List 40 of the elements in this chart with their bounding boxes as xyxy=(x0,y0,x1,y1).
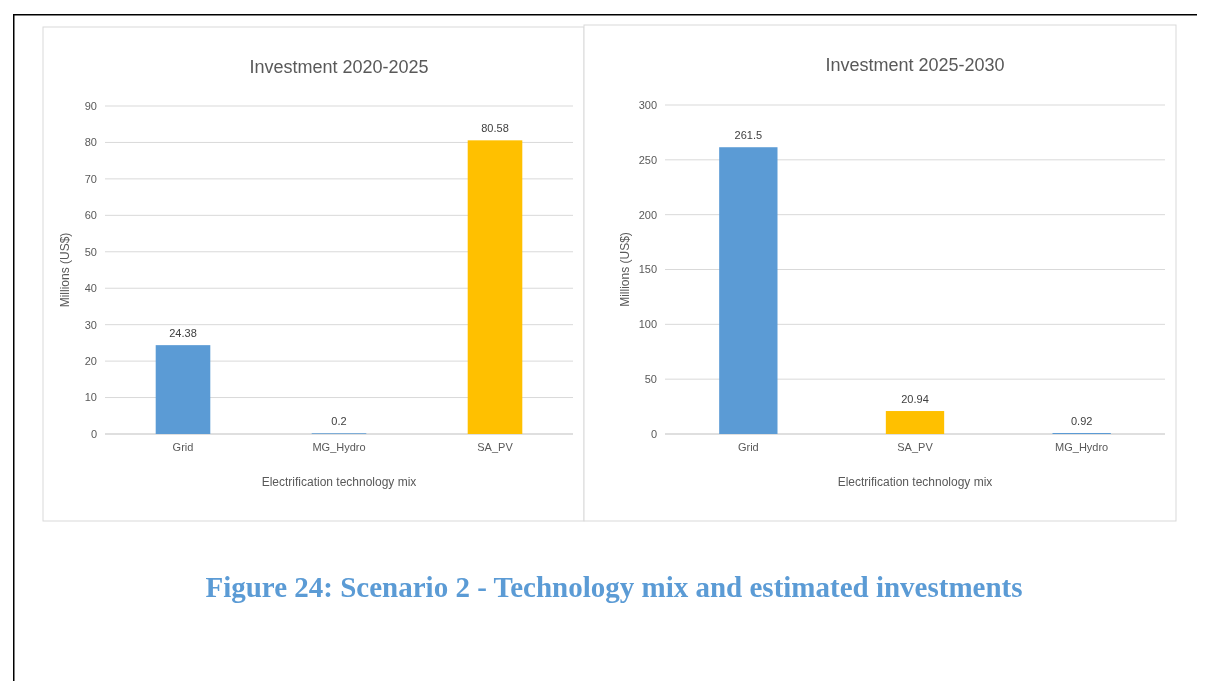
bar xyxy=(467,140,523,434)
x-tick-label: Grid xyxy=(737,441,759,453)
data-label: 261.5 xyxy=(734,129,763,142)
y-tick-label: 40 xyxy=(84,282,97,295)
y-tick-label: 200 xyxy=(638,208,657,221)
y-tick-label: 50 xyxy=(84,245,97,258)
y-tick-label: 10 xyxy=(84,391,97,404)
y-tick-label: 300 xyxy=(638,98,657,111)
y-tick-label: 100 xyxy=(638,318,657,331)
bar xyxy=(719,147,778,434)
y-tick-label: 80 xyxy=(84,136,97,149)
y-tick-label: 0 xyxy=(650,427,657,440)
x-tick-label: Grid xyxy=(172,441,194,453)
data-label: 80.58 xyxy=(481,122,509,135)
y-axis-title: Millions (US$) xyxy=(618,232,632,307)
bar xyxy=(155,345,211,434)
x-tick-label: SA_PV xyxy=(897,441,934,453)
data-label: 24.38 xyxy=(169,327,197,340)
x-axis-title: Electrification technology mix xyxy=(837,475,993,489)
y-tick-label: 50 xyxy=(644,373,657,386)
y-tick-label: 90 xyxy=(84,99,97,112)
y-tick-label: 30 xyxy=(84,318,97,331)
y-axis-title: Millions (US$) xyxy=(58,232,72,308)
data-label: 0.2 xyxy=(331,415,347,428)
y-tick-label: 0 xyxy=(90,427,97,440)
x-tick-label: SA_PV xyxy=(477,441,514,453)
y-tick-label: 60 xyxy=(84,209,97,222)
chart-title: Investment 2025-2030 xyxy=(825,55,1005,75)
y-tick-label: 150 xyxy=(638,263,657,276)
x-tick-label: MG_Hydro xyxy=(312,441,366,453)
y-tick-label: 70 xyxy=(84,172,97,185)
data-label: 0.92 xyxy=(1070,414,1093,427)
bar xyxy=(885,411,945,434)
x-tick-label: MG_Hydro xyxy=(1055,441,1109,453)
y-tick-label: 20 xyxy=(84,354,97,367)
chart-title: Investment 2020-2025 xyxy=(249,57,429,77)
y-tick-label: 250 xyxy=(638,153,657,166)
caption: Figure 24: Scenario 2 - Technology mix and estimated investments xyxy=(205,571,1023,603)
x-axis-title: Electrification technology mix xyxy=(261,475,417,489)
data-label: 20.94 xyxy=(901,393,929,406)
